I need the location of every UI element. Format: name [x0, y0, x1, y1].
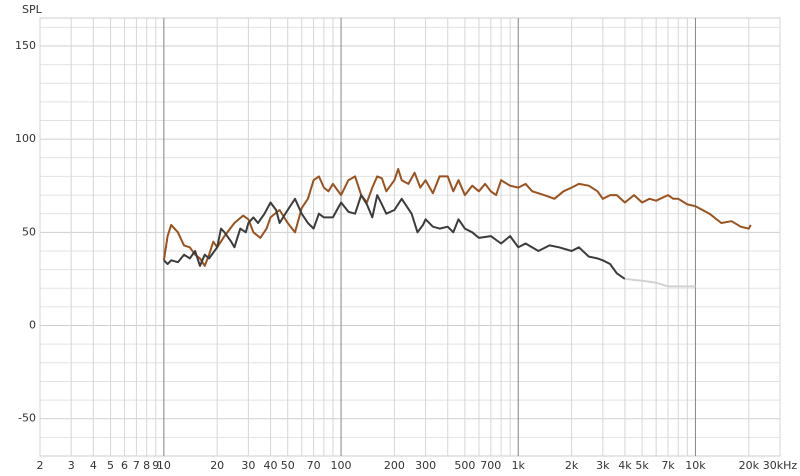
x-tick-label: 30 [241, 459, 255, 472]
x-tick-label: 700 [480, 459, 501, 472]
series-line [162, 168, 752, 267]
x-tick-label: 6 [121, 459, 128, 472]
x-tick-label: 70 [307, 459, 321, 472]
x-tick-label: 9 [152, 459, 159, 472]
y-tick-label: 50 [22, 225, 36, 238]
x-tick-label: 100 [331, 459, 352, 472]
x-tick-label: 10 [157, 459, 171, 472]
x-tick-label: 5 [107, 459, 114, 472]
x-tick-label: 20k [739, 459, 760, 472]
y-tick-label: -50 [18, 412, 36, 425]
x-tick-label: 50 [281, 459, 295, 472]
x-tick-label: 2 [37, 459, 44, 472]
x-tick-label: 300 [415, 459, 436, 472]
x-tick-label: 200 [384, 459, 405, 472]
x-tick-label: 5k [635, 459, 649, 472]
y-tick-label: 100 [15, 132, 36, 145]
x-tick-label: 20 [210, 459, 224, 472]
x-tick-label: 2k [565, 459, 579, 472]
x-tick-label: 40 [264, 459, 278, 472]
x-tick-label: 3 [68, 459, 75, 472]
x-tick-label: 8 [143, 459, 150, 472]
series-line [624, 277, 696, 288]
x-tick-label: 7 [133, 459, 140, 472]
x-tick-label: 1k [512, 459, 526, 472]
x-tick-label: 10k [685, 459, 706, 472]
plot-area [39, 17, 781, 457]
series-line [163, 194, 626, 280]
y-axis-label: SPL [22, 3, 43, 16]
x-tick-label: 3k [596, 459, 610, 472]
y-tick-label: 0 [29, 319, 36, 332]
x-tick-label: 4 [90, 459, 97, 472]
x-tick-label: 30kHz [763, 459, 798, 472]
x-tick-label: 4k [618, 459, 632, 472]
x-tick-label: 500 [454, 459, 475, 472]
y-tick-label: 150 [15, 39, 36, 52]
x-tick-label: 7k [661, 459, 675, 472]
